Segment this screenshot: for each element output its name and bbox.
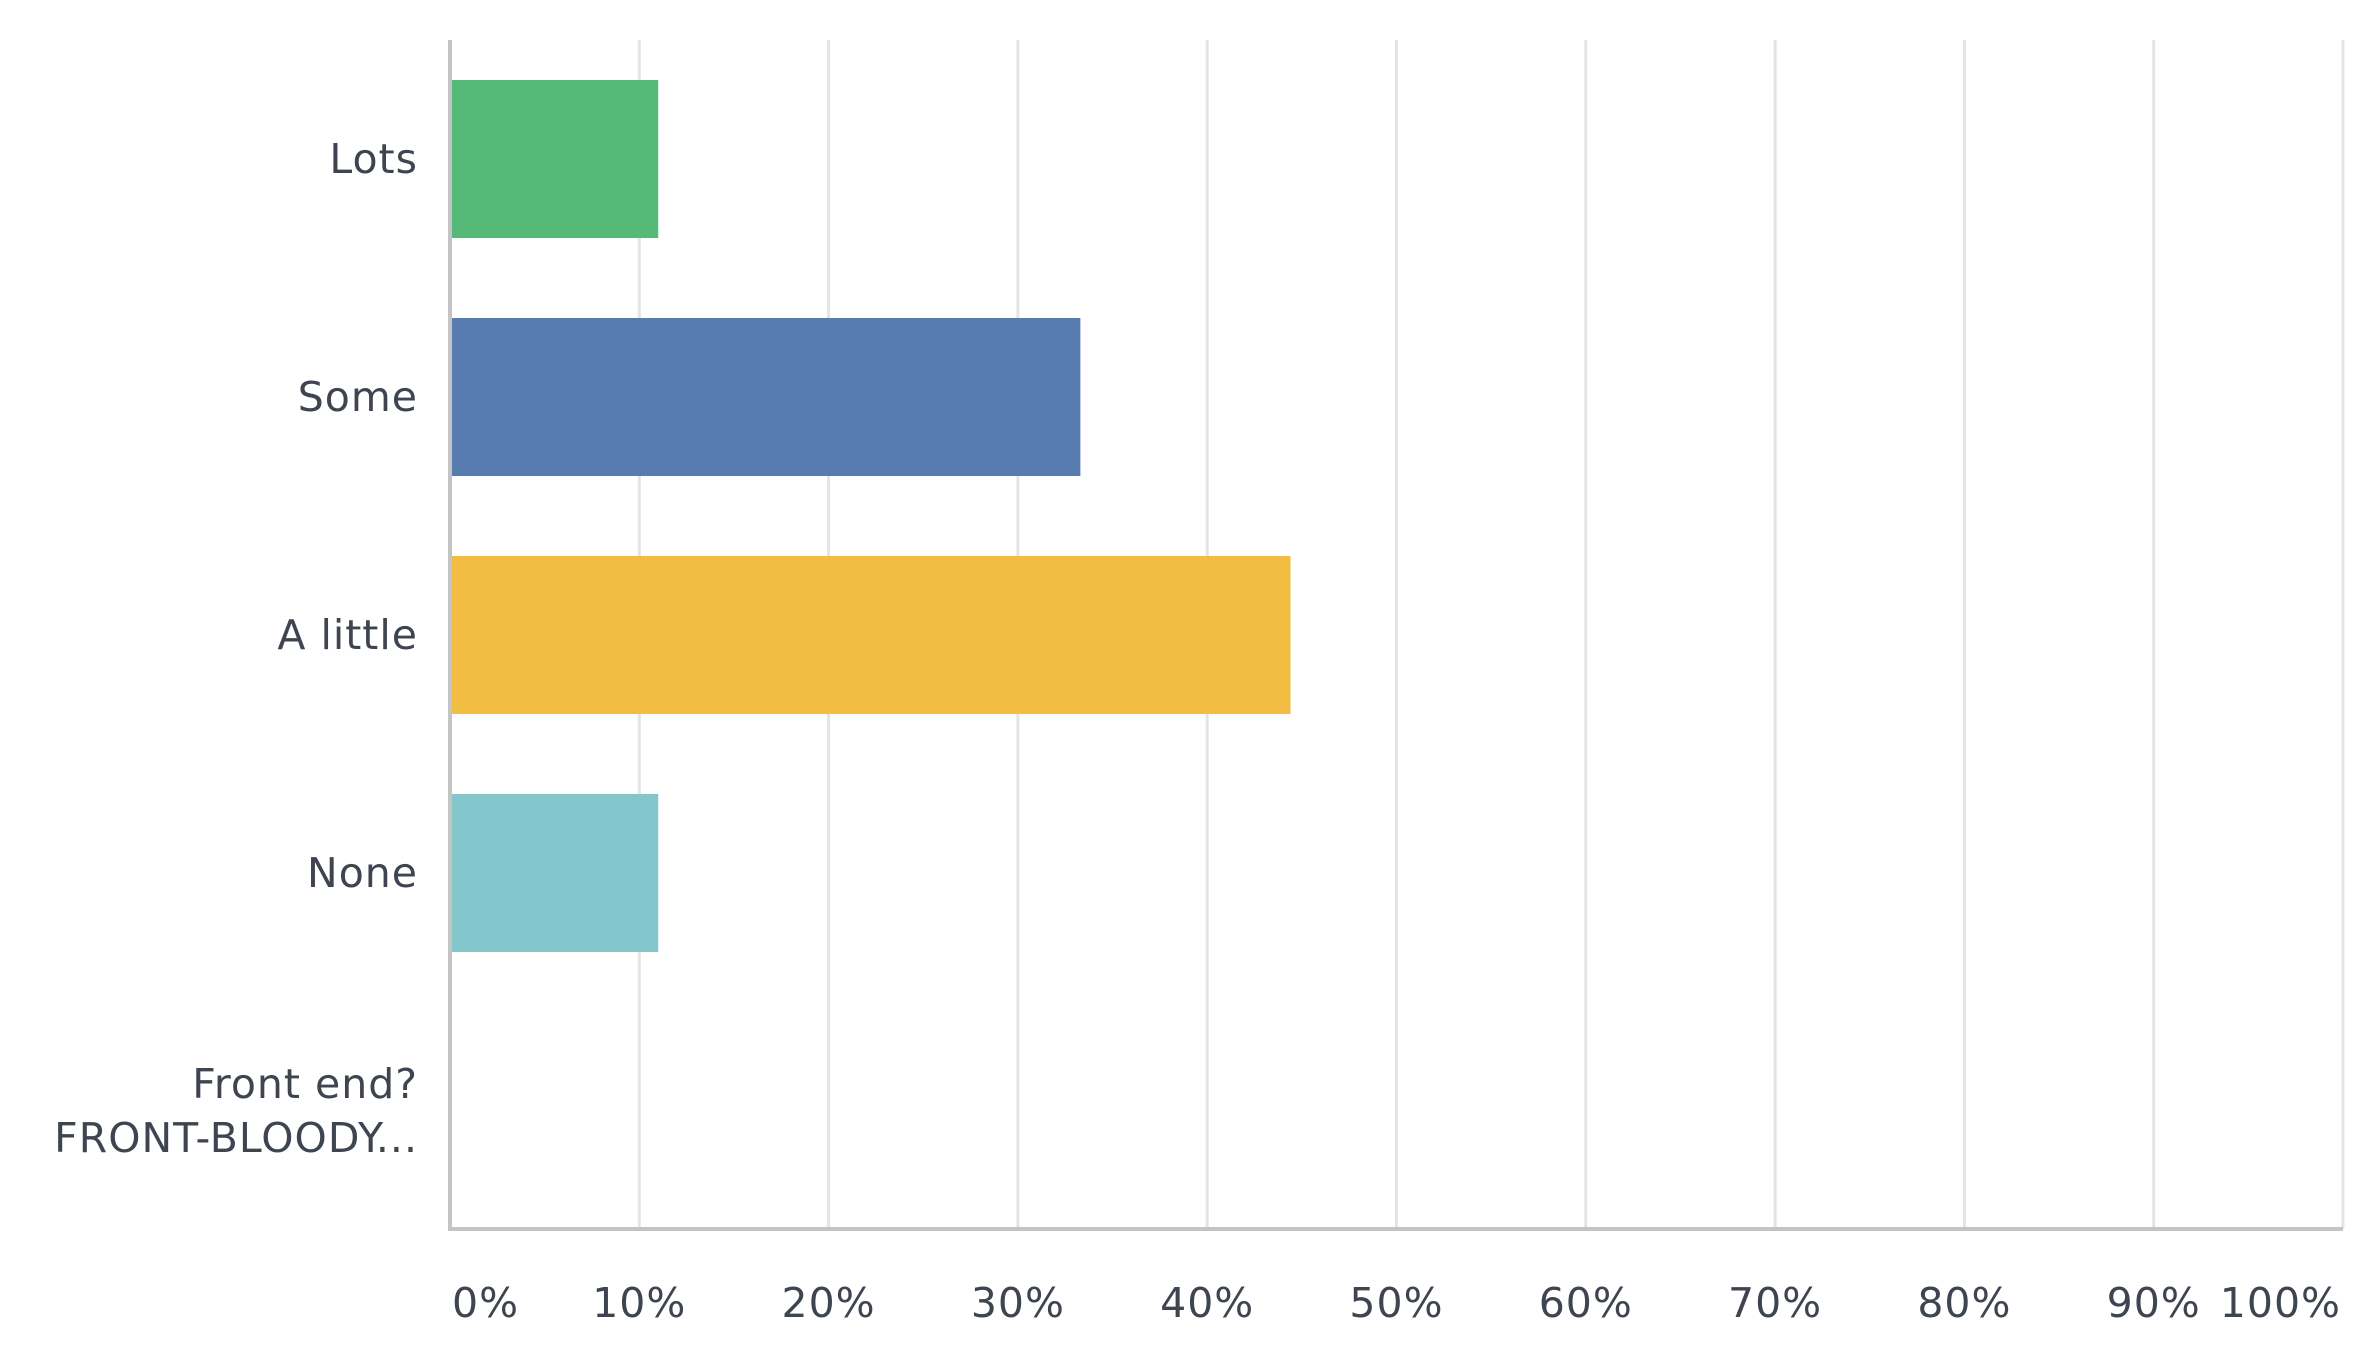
bar-1 <box>450 318 1081 476</box>
x-tick-label: 70% <box>1728 1279 1822 1327</box>
category-label: Some <box>298 373 418 421</box>
x-tick-label: 50% <box>1349 1279 1443 1327</box>
bar-0 <box>450 80 659 238</box>
x-tick-label: 30% <box>971 1279 1065 1327</box>
x-tick-label: 90% <box>2107 1279 2201 1327</box>
bar-2 <box>450 556 1291 714</box>
x-tick-label: 10% <box>592 1279 686 1327</box>
axes <box>448 40 2343 1231</box>
x-tick-label: 60% <box>1539 1279 1633 1327</box>
category-label: Front end? <box>192 1060 418 1108</box>
x-tick-label: 0% <box>452 1279 519 1327</box>
grid-lines <box>637 40 2345 1229</box>
x-tick-label: 80% <box>1917 1279 2011 1327</box>
category-label: Lots <box>329 135 418 183</box>
bar-3 <box>450 794 659 952</box>
x-tick-label: 20% <box>782 1279 876 1327</box>
category-label: FRONT-BLOODY... <box>54 1114 418 1162</box>
category-label: None <box>307 849 418 897</box>
x-tick-label: 100% <box>2220 1279 2341 1327</box>
category-label: A little <box>277 611 418 659</box>
category-labels: Lots Some A little None Front end? FRONT-BLOO… <box>54 135 418 1162</box>
x-tick-labels: 0% 10% 20% 30% 40% 50% 60% 70% 80% 90% 100% <box>452 1279 2341 1327</box>
bars <box>450 80 1291 952</box>
x-tick-label: 40% <box>1160 1279 1254 1327</box>
